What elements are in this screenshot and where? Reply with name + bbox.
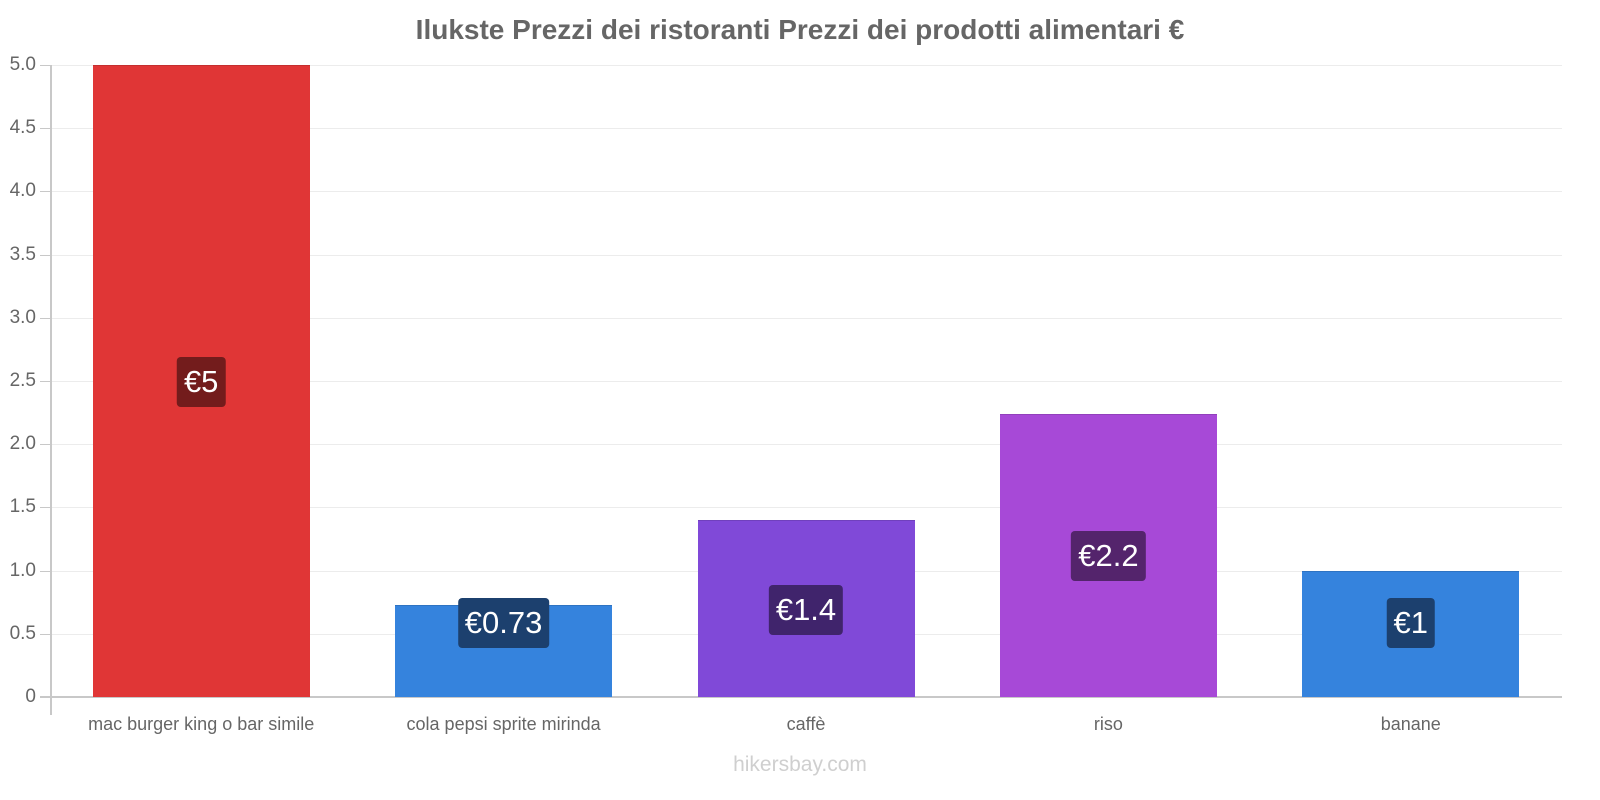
chart-title: Ilukste Prezzi dei ristoranti Prezzi dei… [415, 14, 1185, 45]
y-tick-mark [40, 65, 50, 66]
y-tick-mark [40, 128, 50, 130]
gridline [50, 65, 1562, 66]
x-axis-line [40, 696, 1562, 698]
y-tick-label: 4.0 [9, 180, 36, 202]
x-tick-label: banane [1380, 714, 1441, 734]
bar[interactable]: €5 [92, 65, 310, 697]
x-tick-label: mac burger king o bar simile [88, 714, 315, 734]
y-tick-label: 5.0 [9, 54, 36, 75]
x-tick-label: riso [1093, 714, 1123, 734]
gridline [50, 507, 1562, 509]
bar-value-label: €0.73 [457, 598, 550, 648]
y-tick-label: 4.5 [9, 117, 36, 139]
bar-value-label: €1 [1386, 597, 1436, 648]
y-tick-mark [40, 317, 50, 319]
y-tick-mark [40, 633, 50, 635]
y-tick-mark [40, 191, 50, 193]
gridline [50, 444, 1562, 446]
bar[interactable]: €2.2 [999, 413, 1217, 697]
y-tick-label: 3.5 [9, 243, 36, 265]
y-axis-line [50, 65, 52, 715]
y-tick-label: 1.0 [9, 559, 36, 581]
gridline [50, 128, 1562, 130]
bar[interactable]: €0.73 [395, 598, 613, 697]
y-tick-label: 2.5 [9, 370, 36, 391]
x-tick-label: caffè [786, 714, 826, 734]
y-tick-mark [40, 444, 50, 446]
y-tick-mark [40, 507, 50, 509]
bar-value-label: €5 [176, 357, 226, 407]
watermark: hikersbay.com [733, 753, 867, 776]
x-tick-label: cola pepsi sprite mirinda [406, 714, 601, 734]
gridline [50, 381, 1562, 382]
bar[interactable]: €1 [1302, 570, 1520, 697]
y-tick-label: 2.0 [9, 433, 36, 455]
gridline [50, 254, 1562, 256]
y-tick-mark [40, 570, 50, 572]
y-tick-mark [40, 381, 50, 382]
gridline [50, 317, 1562, 319]
bar-value-label: €2.2 [1071, 531, 1146, 582]
bar-value-label: €1.4 [768, 584, 844, 635]
y-tick-label: 0 [25, 686, 36, 707]
y-tick-label: 3.0 [9, 306, 36, 328]
y-tick-label: 1.5 [9, 496, 36, 518]
bar[interactable]: €1.4 [697, 520, 915, 697]
y-tick-label: 0.5 [9, 622, 36, 644]
gridline [50, 191, 1562, 193]
y-tick-mark [40, 254, 50, 256]
